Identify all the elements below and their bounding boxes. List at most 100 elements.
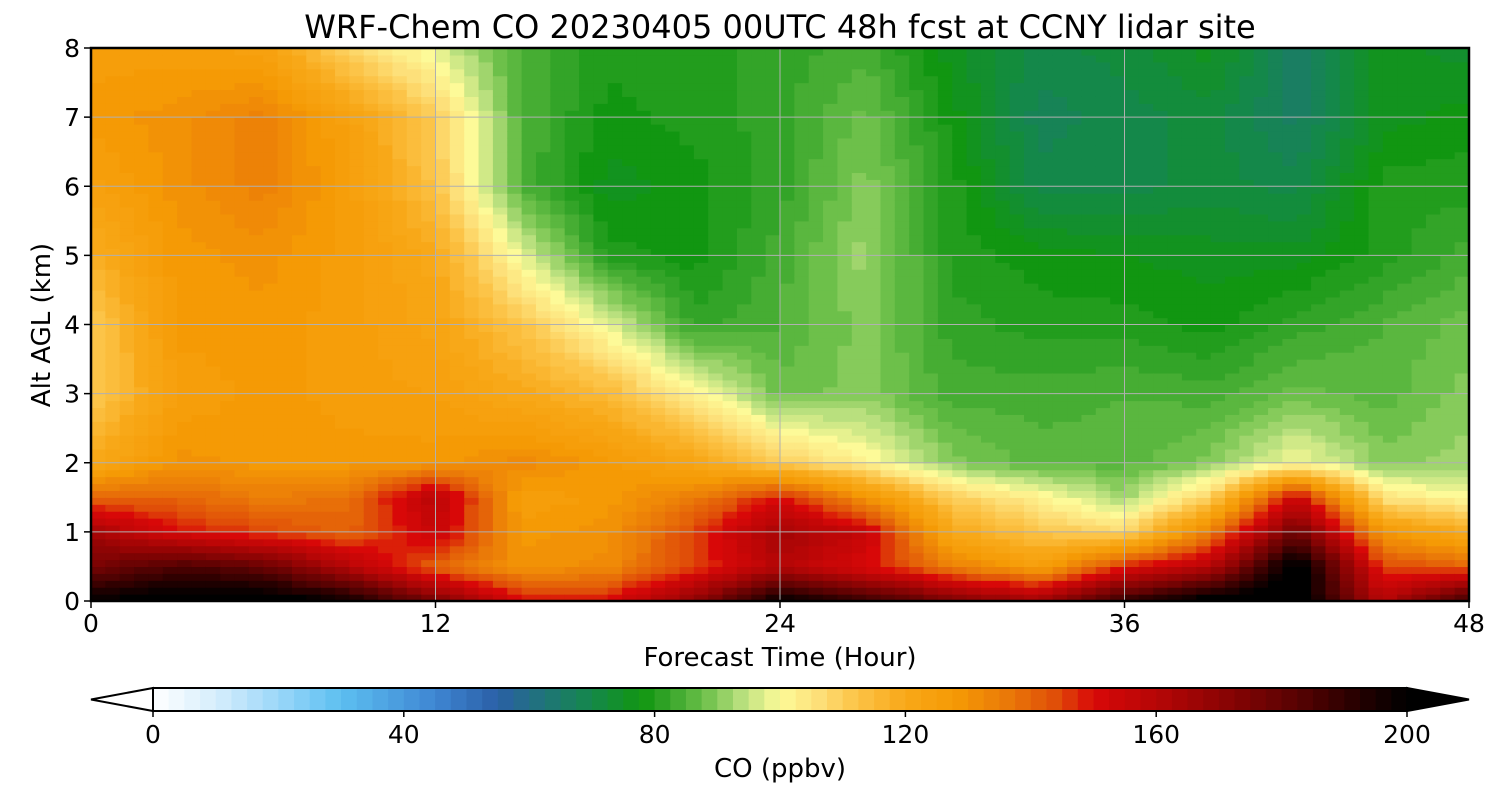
heatmap-cell: [880, 386, 896, 395]
heatmap-cell: [449, 442, 465, 450]
heatmap-cell: [105, 220, 121, 229]
heatmap-cell: [134, 75, 150, 84]
heatmap-cell: [363, 283, 379, 291]
heatmap-cell: [263, 151, 279, 160]
heatmap-cell: [363, 200, 379, 208]
heatmap-cell: [579, 165, 594, 174]
heatmap-cell: [306, 435, 322, 443]
heatmap-cell: [535, 518, 551, 526]
heatmap-cell: [607, 317, 623, 326]
heatmap-cell: [851, 504, 867, 512]
heatmap-cell: [923, 172, 939, 180]
heatmap-cell: [349, 483, 365, 491]
heatmap-cell: [464, 165, 480, 174]
heatmap-cell: [851, 54, 867, 63]
heatmap-cell: [105, 324, 121, 333]
heatmap-cell: [823, 193, 839, 201]
heatmap-cell: [191, 476, 207, 485]
heatmap-cell: [980, 552, 996, 561]
heatmap-cell: [406, 117, 422, 125]
heatmap-cell: [291, 317, 307, 326]
heatmap-cell: [177, 137, 193, 146]
heatmap-cell: [306, 276, 322, 284]
heatmap-cell: [449, 580, 465, 588]
heatmap-cell: [464, 54, 480, 63]
heatmap-cell: [392, 331, 408, 339]
heatmap-cell: [966, 269, 982, 277]
heatmap-cell: [579, 504, 594, 512]
heatmap-cell: [306, 200, 322, 208]
heatmap-cell: [507, 75, 523, 84]
heatmap-cell: [91, 200, 106, 208]
heatmap-cell: [435, 462, 451, 471]
heatmap-cell: [909, 476, 925, 485]
heatmap-cell: [607, 331, 623, 339]
heatmap-cell: [162, 365, 178, 374]
heatmap-cell: [263, 455, 279, 464]
heatmap-cell: [550, 483, 566, 491]
heatmap-cell: [291, 103, 307, 111]
heatmap-cell: [320, 531, 336, 540]
heatmap-cell: [636, 580, 652, 588]
heatmap-cell: [392, 400, 408, 409]
heatmap-cell: [780, 407, 795, 415]
heatmap-cell: [363, 545, 379, 554]
heatmap-cell: [564, 524, 580, 533]
heatmap-cell: [636, 324, 652, 333]
heatmap-cell: [794, 580, 810, 588]
heatmap-cell: [894, 68, 910, 77]
heatmap-cell: [435, 359, 451, 367]
heatmap-cell: [234, 110, 250, 118]
heatmap-cell: [378, 317, 394, 326]
heatmap-cell: [205, 179, 221, 187]
heatmap-cell: [277, 559, 293, 568]
heatmap-cell: [234, 552, 250, 561]
heatmap-cell: [894, 448, 910, 457]
heatmap-cell: [550, 68, 566, 77]
heatmap-cell: [191, 234, 207, 243]
heatmap-cell: [937, 283, 953, 291]
heatmap-cell: [478, 448, 494, 457]
heatmap-cell: [622, 75, 638, 84]
heatmap-cell: [622, 594, 638, 601]
heatmap-cell: [665, 130, 681, 139]
heatmap-cell: [966, 103, 982, 111]
heatmap-cell: [335, 407, 350, 415]
heatmap-cell: [880, 359, 896, 367]
heatmap-cell: [406, 61, 422, 70]
heatmap-cell: [177, 524, 193, 533]
heatmap-cell: [263, 283, 279, 291]
heatmap-cell: [736, 89, 752, 97]
heatmap-cell: [564, 379, 580, 388]
heatmap-cell: [234, 206, 250, 215]
heatmap-cell: [736, 324, 752, 333]
heatmap-cell: [363, 103, 379, 111]
heatmap-cell: [306, 359, 322, 367]
heatmap-cell: [406, 75, 422, 84]
heatmap-cell: [306, 331, 322, 339]
heatmap-cell: [119, 206, 135, 215]
heatmap-cell: [220, 283, 236, 291]
heatmap-cell: [507, 580, 523, 588]
heatmap-cell: [980, 428, 996, 436]
heatmap-cell: [119, 130, 135, 139]
heatmap-cell: [205, 462, 221, 471]
heatmap-cell: [263, 469, 279, 478]
heatmap-cell: [780, 269, 795, 277]
heatmap-cell: [722, 296, 738, 305]
heatmap-cell: [363, 345, 379, 353]
heatmap-cell: [248, 179, 264, 187]
heatmap-cell: [693, 151, 709, 160]
heatmap-cell: [162, 442, 178, 450]
heatmap-cell: [134, 407, 150, 415]
heatmap-cell: [105, 435, 121, 443]
heatmap-cell: [866, 124, 882, 132]
heatmap-cell: [521, 137, 537, 146]
heatmap-cell: [894, 262, 910, 270]
heatmap-cell: [665, 310, 681, 319]
heatmap-cell: [751, 310, 767, 319]
heatmap-cell: [909, 324, 925, 333]
heatmap-cell: [622, 255, 638, 263]
heatmap-cell: [363, 435, 379, 443]
heatmap-cell: [966, 82, 982, 91]
